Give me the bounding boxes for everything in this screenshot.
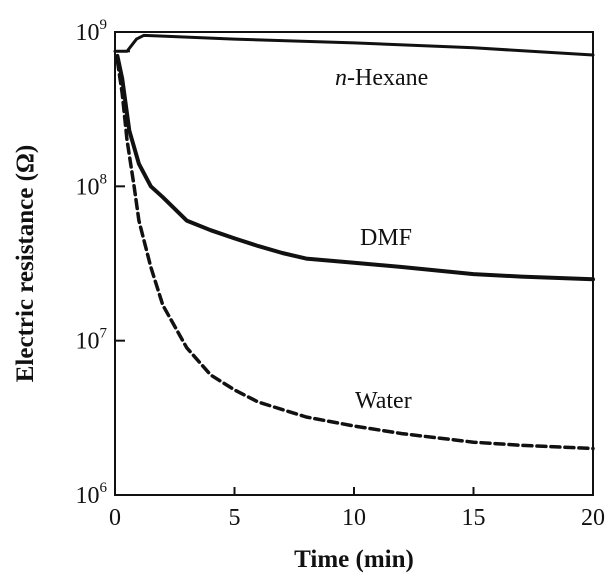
y-axis-ticks: 106 107 108 109: [76, 17, 130, 509]
x-axis-ticks: 0 5 10 15 20: [109, 487, 605, 531]
series-line: [113, 33, 595, 57]
x-tick-label: 15: [462, 505, 486, 531]
y-tick-label: 106: [76, 480, 108, 509]
x-tick-label: 5: [229, 505, 241, 531]
y-axis-title: Electric resistance (Ω): [12, 145, 39, 383]
x-tick-label: 10: [342, 505, 366, 531]
series-label: n-Hexane: [335, 65, 428, 91]
series-labels: n-Hexane DMF Water: [335, 65, 428, 414]
y-tick-label: 109: [76, 17, 108, 46]
x-tick-label: 0: [109, 505, 121, 531]
plot-frame: [114, 31, 594, 496]
series-line: [115, 59, 595, 451]
x-tick-label: 20: [581, 505, 605, 531]
y-tick-label: 108: [76, 171, 108, 200]
series-label: DMF: [360, 225, 412, 251]
x-axis-title: Time (min): [294, 546, 414, 573]
series-line: [115, 53, 595, 282]
series-label: Water: [355, 388, 412, 414]
series-lines: [113, 33, 595, 451]
y-tick-label: 107: [76, 326, 108, 355]
